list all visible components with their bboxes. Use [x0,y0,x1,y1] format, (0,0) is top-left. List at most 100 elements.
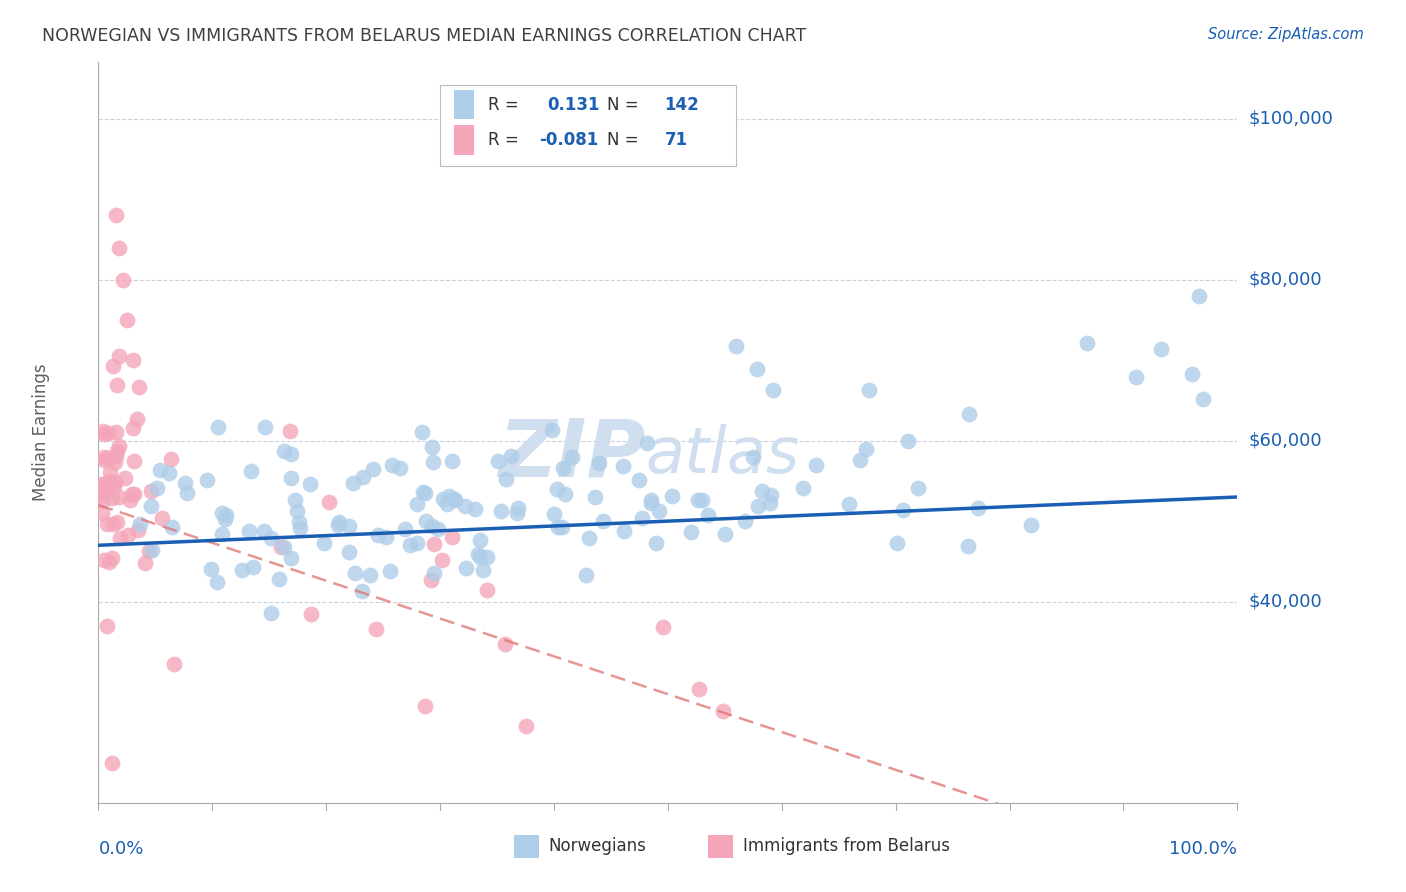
Point [97,425,120,440]
Point [260,531,283,545]
Text: $60,000: $60,000 [1249,432,1322,450]
Point [361,462,384,476]
Text: N =: N = [607,95,640,113]
Point [956,539,979,553]
Point [540,423,562,437]
Point [592,514,614,528]
Point [475,550,498,565]
Point [108,490,131,504]
Point [849,452,872,467]
Point [176,485,198,500]
Point [420,518,443,533]
Point [714,527,737,541]
Point [422,455,444,469]
Point [627,473,650,487]
Point [242,560,264,574]
Point [101,359,124,373]
Point [108,531,131,545]
Point [104,425,127,439]
Point [342,475,364,490]
Point [640,493,662,508]
Point [554,486,576,500]
Point [486,454,509,468]
Point [441,454,464,468]
Point [200,562,222,576]
Point [104,475,127,490]
Text: $40,000: $40,000 [1249,592,1322,611]
Point [90,506,112,520]
Point [550,519,572,533]
Text: Source: ZipAtlas.com: Source: ZipAtlas.com [1208,27,1364,42]
Point [112,273,135,287]
Point [105,450,128,464]
Point [118,492,141,507]
Point [762,383,785,397]
Point [104,455,127,469]
Text: Immigrants from Belarus: Immigrants from Belarus [742,837,950,855]
Point [575,567,598,582]
Text: NORWEGIAN VS IMMIGRANTS FROM BELARUS MEDIAN EARNINGS CORRELATION CHART: NORWEGIAN VS IMMIGRANTS FROM BELARUS MED… [42,27,807,45]
Point [443,491,465,506]
Text: 100.0%: 100.0% [1170,840,1237,858]
Point [253,524,276,538]
Point [444,493,467,508]
Point [278,424,301,438]
Point [475,583,498,598]
Point [121,421,143,435]
Point [613,524,636,538]
Point [745,361,768,376]
Point [464,502,486,516]
Point [467,547,489,561]
FancyBboxPatch shape [440,85,737,166]
Point [273,444,295,458]
FancyBboxPatch shape [454,126,474,155]
Point [470,550,492,565]
Point [337,545,360,559]
Point [211,527,233,541]
Point [741,450,763,465]
Point [326,518,349,533]
Point [838,497,860,511]
Point [157,466,180,480]
Text: R =: R = [488,131,519,149]
Point [127,523,149,537]
Point [415,514,437,528]
Point [588,456,610,470]
Point [423,566,446,580]
Point [711,704,734,718]
Point [122,487,145,501]
Point [388,461,411,475]
Point [697,508,720,522]
Point [150,511,173,525]
Point [413,698,436,713]
Point [681,525,703,540]
Point [583,490,606,504]
Point [314,535,336,549]
Point [855,442,877,456]
Point [381,458,404,472]
Point [93,484,115,499]
Point [90,476,112,491]
Point [163,657,186,671]
Point [367,528,389,542]
Point [103,479,125,493]
Point [394,522,416,536]
Point [734,514,756,528]
Point [141,483,163,498]
Point [108,349,131,363]
Point [454,500,477,514]
Point [415,486,437,500]
Point [273,540,295,554]
Point [285,504,308,518]
Point [269,573,291,587]
Text: $100,000: $100,000 [1249,110,1333,128]
Point [495,472,517,486]
Text: 142: 142 [665,95,699,113]
Text: $80,000: $80,000 [1249,270,1322,289]
Point [105,515,128,529]
Point [440,530,463,544]
Point [630,510,652,524]
Point [432,553,454,567]
Point [515,719,537,733]
Point [551,461,574,475]
